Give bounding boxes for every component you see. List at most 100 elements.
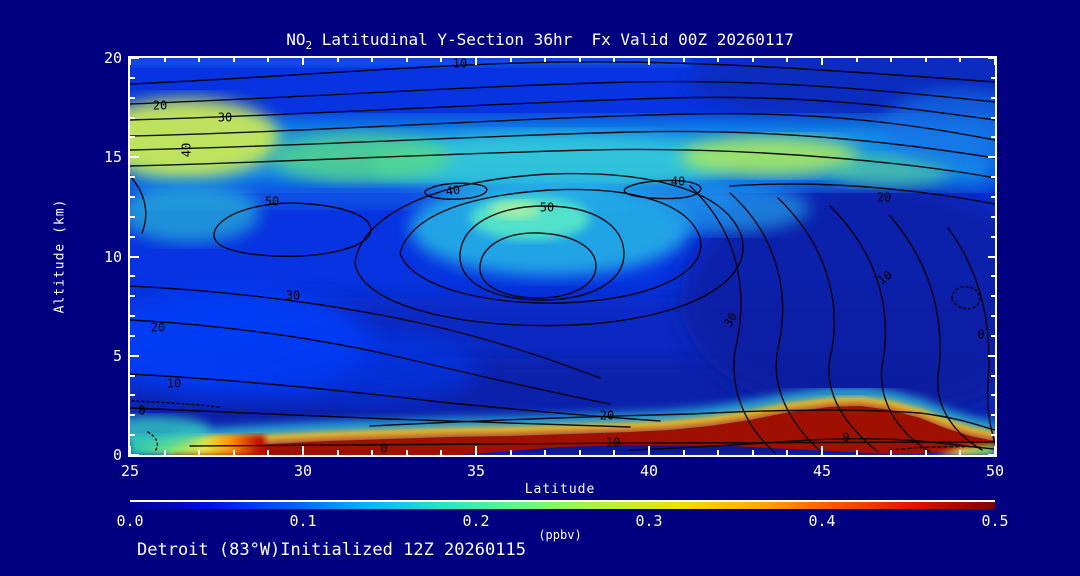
axis-tick — [994, 58, 996, 65]
axis-tick — [991, 374, 995, 377]
axis-tick — [130, 76, 135, 79]
footer-run-info: Detroit (83°W)Initialized 12Z 20260115 — [137, 540, 526, 560]
axis-tick — [991, 295, 995, 298]
axis-tick — [129, 58, 131, 65]
axis-tick — [890, 58, 893, 62]
contour-value-label: 20 — [877, 191, 891, 205]
axis-tick — [855, 58, 858, 62]
contour-value-label: 10 — [167, 377, 181, 391]
axis-tick — [130, 295, 135, 298]
axis-tick — [130, 454, 139, 456]
contour-value-label: 20 — [600, 409, 614, 423]
axis-tick — [682, 58, 685, 62]
axis-tick — [130, 275, 135, 278]
contour-value-label: 10 — [875, 268, 895, 288]
colorbar-tick-label: 0.3 — [635, 512, 663, 530]
x-tick-label: 40 — [639, 462, 659, 480]
axis-tick — [130, 334, 135, 337]
axis-tick — [371, 450, 374, 455]
axis-tick — [198, 58, 201, 62]
axis-tick — [544, 450, 547, 455]
colorbar-tick-label: 0.0 — [116, 512, 144, 530]
axis-tick — [682, 450, 685, 455]
axis-tick — [613, 450, 616, 455]
axis-tick — [509, 58, 512, 62]
axis-tick — [991, 275, 995, 278]
axis-tick — [267, 58, 270, 62]
contour-value-label: 0 — [842, 431, 849, 445]
axis-tick — [232, 58, 235, 62]
contour-value-label: 10 — [453, 58, 467, 71]
axis-tick — [405, 450, 408, 455]
axis-tick — [988, 354, 995, 357]
axis-tick — [405, 58, 408, 62]
y-tick-label: 0 — [112, 446, 122, 464]
axis-tick — [336, 58, 339, 62]
axis-tick — [991, 394, 995, 397]
axis-tick — [371, 58, 374, 62]
x-tick-label: 30 — [293, 462, 313, 480]
contour-field-svg: 10 20 30 40 50 40 50 40 20 30 20 10 0 10 0 30 20 10 0 0 — [130, 58, 995, 455]
contour-value-label: 50 — [265, 195, 279, 209]
axis-tick — [130, 96, 135, 99]
axis-tick — [267, 450, 270, 455]
axis-tick — [717, 58, 720, 62]
axis-tick — [613, 58, 616, 62]
axis-tick — [130, 215, 135, 218]
axis-tick — [751, 450, 754, 455]
x-axis-title: Latitude — [524, 482, 596, 497]
contour-value-label: 30 — [286, 289, 300, 303]
axis-tick — [988, 255, 995, 258]
axis-tick — [130, 235, 135, 238]
contour-value-label: 10 — [606, 436, 620, 450]
contour-value-label: 20 — [153, 99, 167, 113]
axis-tick — [991, 414, 995, 417]
axis-tick — [130, 195, 135, 198]
axis-tick — [855, 450, 858, 455]
axis-tick — [991, 215, 995, 218]
y-tick-label: 15 — [103, 148, 122, 167]
axis-tick — [130, 255, 139, 258]
axis-tick — [648, 446, 650, 455]
axis-tick — [959, 450, 962, 455]
colorbar-units: (ppbv) — [538, 528, 582, 542]
contour-value-label: 40 — [445, 183, 461, 199]
axis-tick — [924, 450, 927, 455]
axis-tick — [991, 176, 995, 179]
contour-value-label: 40 — [671, 175, 685, 189]
axis-tick — [130, 136, 135, 139]
axis-tick — [336, 450, 339, 455]
colorbar-tick-label: 0.2 — [462, 512, 490, 530]
contour-lines — [130, 61, 995, 454]
axis-tick — [129, 446, 131, 455]
axis-tick — [991, 315, 995, 318]
contour-value-label: 0 — [380, 442, 387, 456]
y-tick-label: 10 — [103, 247, 122, 266]
axis-tick — [751, 58, 754, 62]
axis-tick — [717, 450, 720, 455]
contour-value-label: 30 — [218, 111, 232, 125]
axis-tick — [991, 434, 995, 437]
axis-tick — [130, 156, 139, 159]
axis-tick — [821, 58, 823, 65]
axis-tick — [475, 446, 477, 455]
axis-tick — [924, 58, 927, 62]
axis-tick — [648, 58, 650, 65]
axis-tick — [890, 450, 893, 455]
axis-tick — [232, 450, 235, 455]
y-tick-label: 20 — [103, 49, 122, 67]
chart-title: NO2 Latitudinal Y-Section 36hr Fx Valid … — [0, 30, 1080, 52]
axis-tick — [130, 434, 135, 437]
x-tick-label: 35 — [466, 462, 486, 480]
y-axis-title: Altitude (km) — [52, 198, 68, 314]
axis-tick — [163, 58, 166, 62]
axis-tick — [509, 450, 512, 455]
title-subscript: 2 — [305, 39, 313, 53]
axis-tick — [578, 58, 581, 62]
axis-tick — [991, 116, 995, 119]
axis-tick — [991, 76, 995, 79]
axis-tick — [302, 58, 304, 65]
axis-tick — [544, 58, 547, 62]
axis-tick — [130, 414, 135, 417]
